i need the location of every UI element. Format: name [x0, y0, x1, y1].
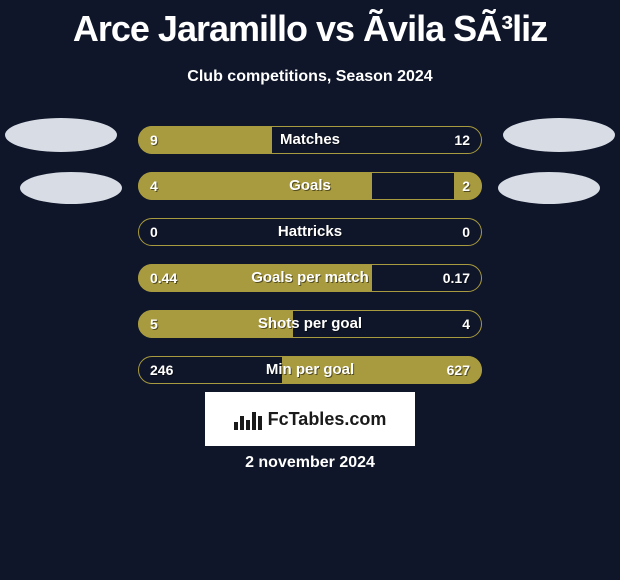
- logo-text: FcTables.com: [268, 409, 387, 430]
- stat-row: 42Goals: [0, 172, 620, 200]
- subtitle: Club competitions, Season 2024: [0, 50, 620, 86]
- stat-label: Goals: [138, 172, 482, 200]
- stat-row: 0.440.17Goals per match: [0, 264, 620, 292]
- stat-row: 00Hattricks: [0, 218, 620, 246]
- stat-label: Hattricks: [138, 218, 482, 246]
- stat-label: Shots per goal: [138, 310, 482, 338]
- stat-chart: 912Matches 42Goals 00Hattricks 0.440.17Goal…: [0, 126, 620, 384]
- stat-label: Goals per match: [138, 264, 482, 292]
- page-title: Arce Jaramillo vs Ãvila SÃ³liz: [0, 0, 620, 50]
- stat-row: 246627Min per goal: [0, 356, 620, 384]
- fctables-logo: FcTables.com: [205, 392, 415, 446]
- date-label: 2 november 2024: [0, 454, 620, 472]
- stat-row: 912Matches: [0, 126, 620, 154]
- stat-row: 54Shots per goal: [0, 310, 620, 338]
- stat-label: Min per goal: [138, 356, 482, 384]
- stat-label: Matches: [138, 126, 482, 154]
- bars-icon: [234, 408, 262, 430]
